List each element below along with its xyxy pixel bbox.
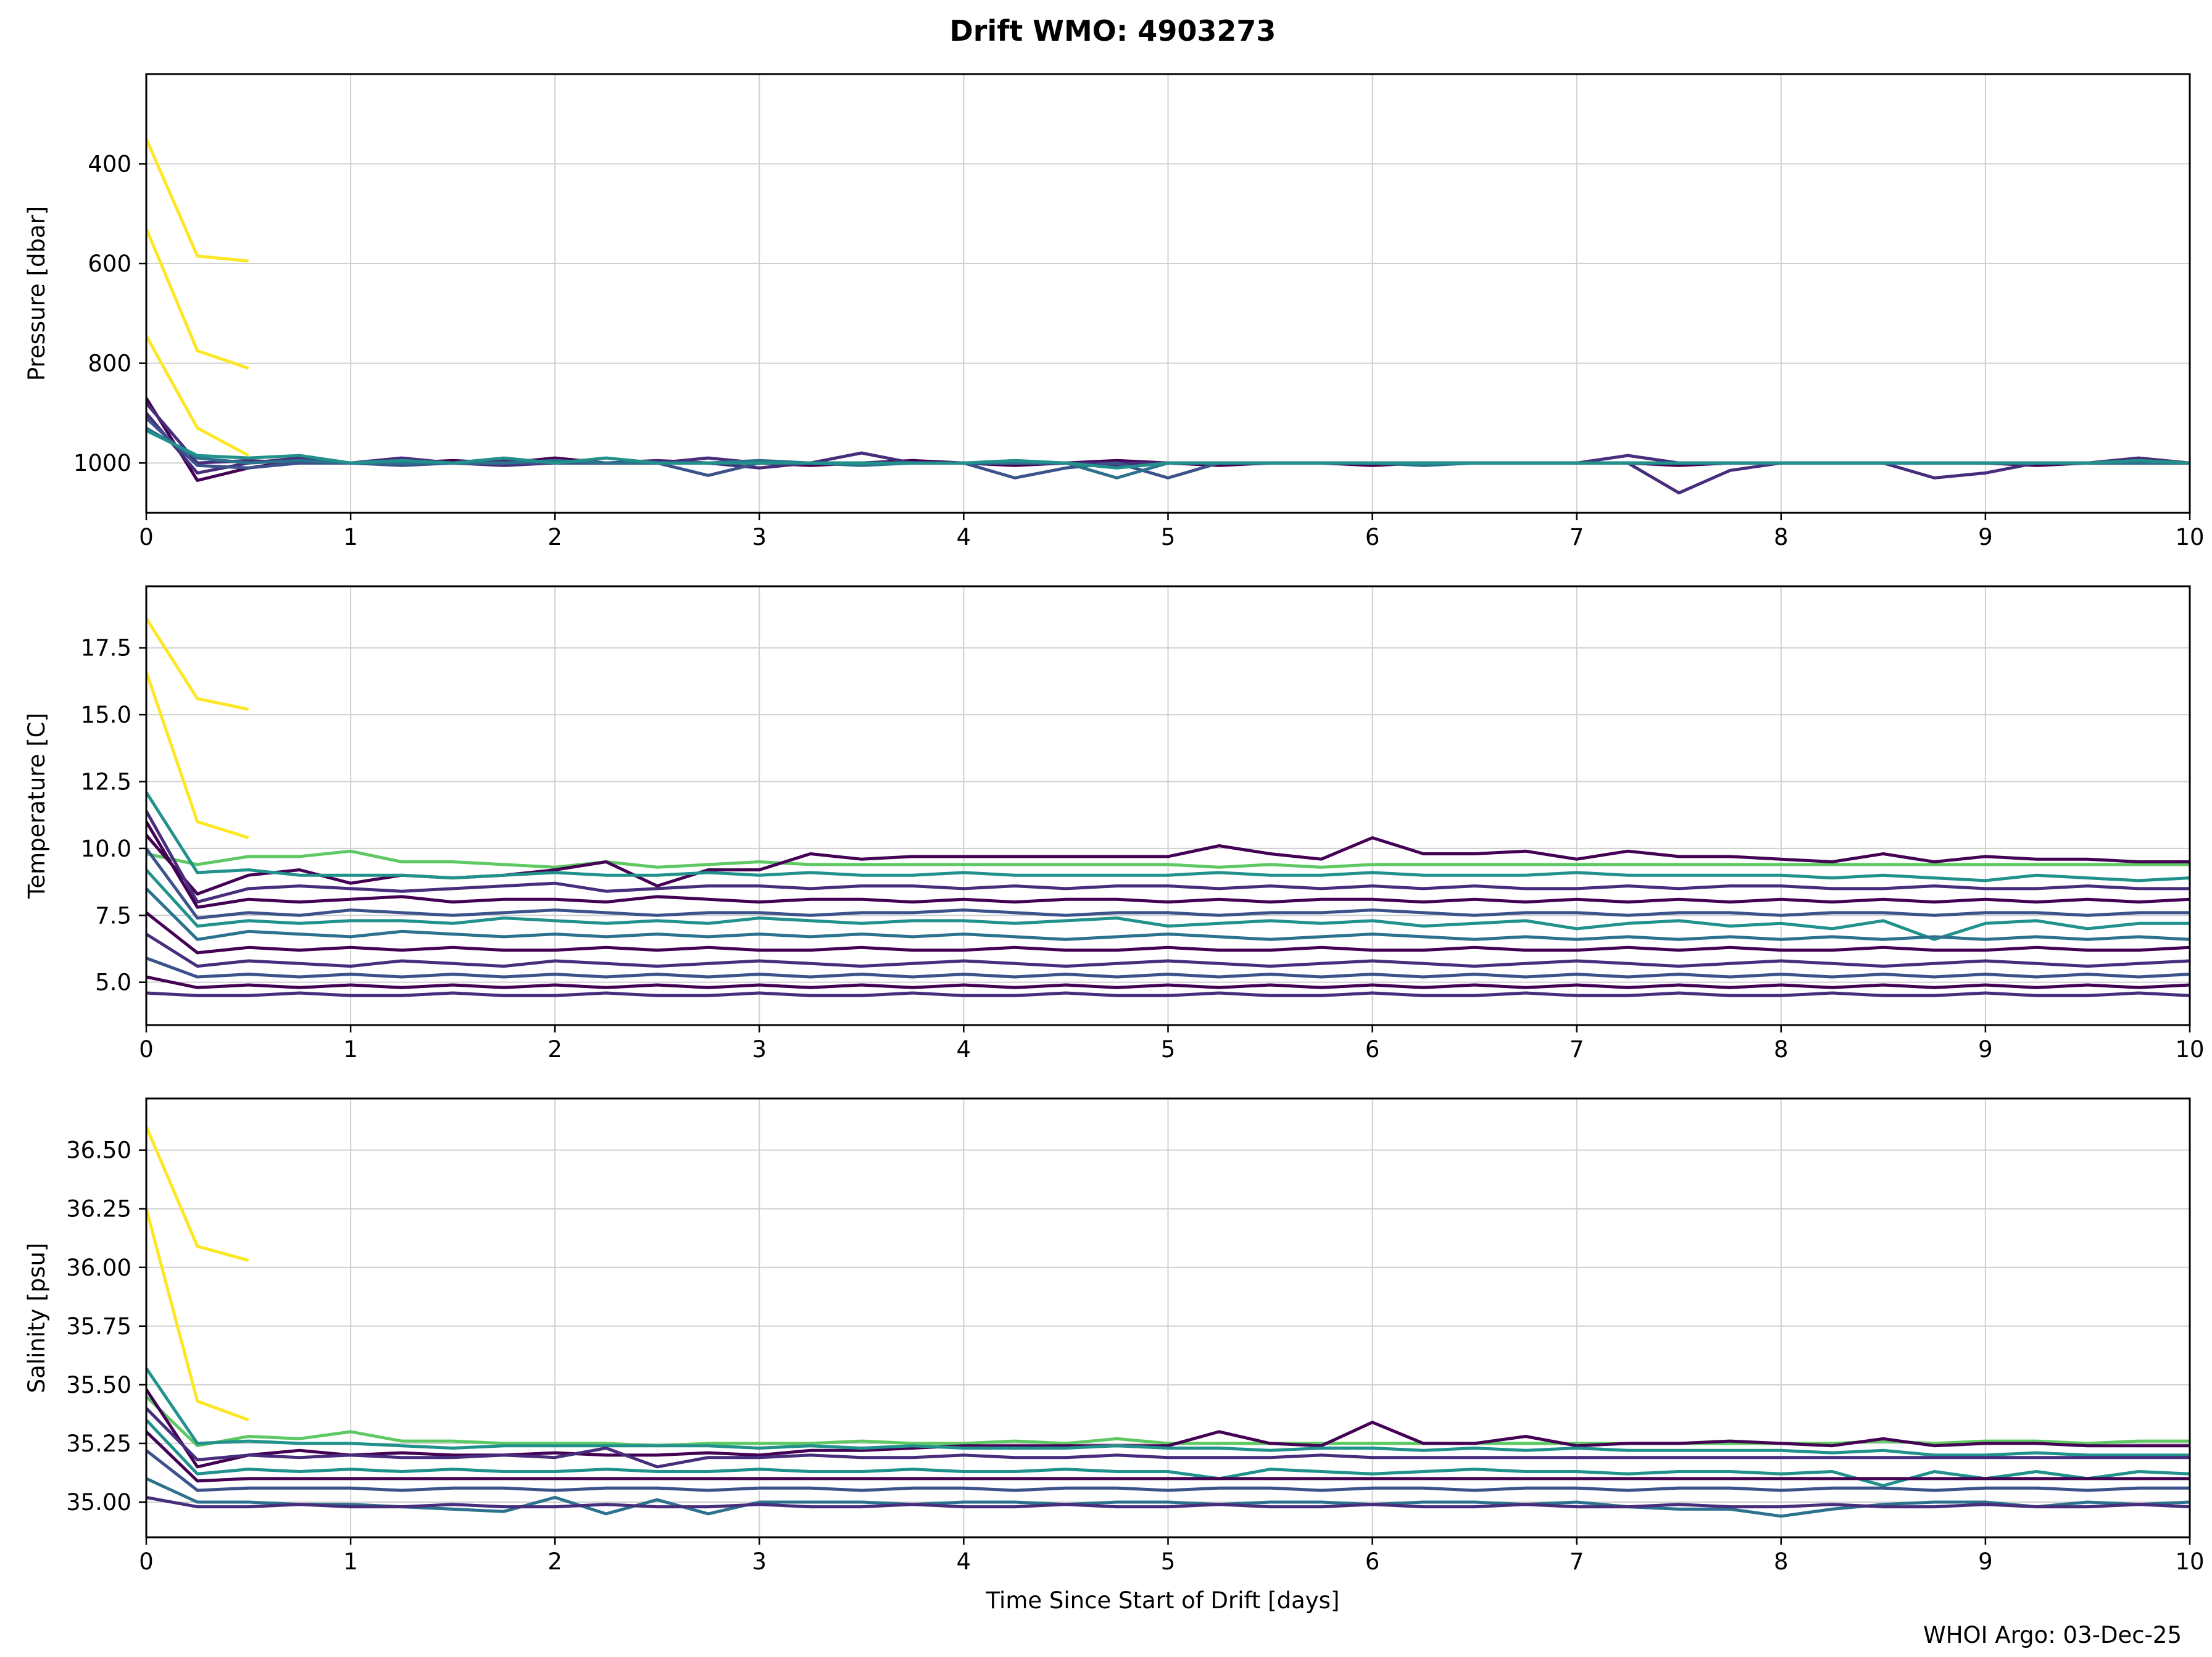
salinity-y-tick-label: 36.00	[66, 1255, 131, 1281]
salinity-y-tick-label: 35.00	[66, 1489, 131, 1516]
salinity-series-cycle-h	[146, 1431, 2190, 1483]
salinity-panel: 0 1 2 3 4 5 6 7 8 9 10 35.00 35.25 35.50 35.75 36.00 36.…	[23, 1097, 2205, 1575]
temperature-series-cycle-e	[146, 791, 2190, 882]
salinity-x-tick-label: 0	[139, 1548, 154, 1575]
pressure-series-cycle-b	[146, 228, 249, 370]
pressure-x-tick-label: 9	[1978, 524, 1993, 550]
temperature-y-tick-label: 12.5	[81, 768, 131, 795]
pressure-x-tick-label: 8	[1774, 524, 1789, 550]
figure-title: Drift WMO: 4903273	[950, 14, 1276, 48]
salinity-x-tick-label: 10	[2175, 1548, 2204, 1575]
temperature-series-cycle-c	[146, 849, 2190, 869]
temperature-series-cycle-j	[146, 887, 2190, 941]
salinity-series-cycle-g	[146, 1419, 2190, 1487]
temperature-x-tick-label: 2	[547, 1036, 562, 1063]
temperature-x-tick-label: 0	[139, 1036, 154, 1063]
salinity-y-tick-label: 35.50	[66, 1372, 131, 1398]
temperature-x-tick-label: 6	[1365, 1036, 1380, 1063]
pressure-panel: 0 1 2 3 4 5 6 7 8 9 10 400 600 800 1000 Pressure [dbar]	[23, 73, 2205, 550]
temperature-x-tick-label: 3	[752, 1036, 767, 1063]
salinity-series-cycle-e	[146, 1367, 2190, 1457]
pressure-x-tick-label: 0	[139, 524, 154, 550]
temperature-series-cycle-g	[146, 821, 2190, 909]
temperature-series-cycle-l	[146, 932, 2190, 968]
pressure-y-tick-label: 600	[88, 251, 131, 277]
salinity-series-cycle-f	[146, 1407, 2190, 1469]
pressure-series-cycle-a	[146, 138, 249, 263]
salinity-y-tick-label: 36.25	[66, 1196, 131, 1223]
salinity-x-tick-label: 4	[957, 1548, 971, 1575]
salinity-y-tick-label: 36.50	[66, 1137, 131, 1164]
temperature-x-tick-label: 8	[1774, 1036, 1789, 1063]
pressure-x-tick-label: 5	[1161, 524, 1176, 550]
pressure-x-tick-label: 2	[547, 524, 562, 550]
pressure-series-cycle-i	[146, 429, 2190, 470]
pressure-series-group	[146, 138, 2190, 495]
x-axis-label: Time Since Start of Drift [days]	[986, 1587, 1340, 1614]
salinity-series-cycle-j	[146, 1477, 2190, 1518]
salinity-x-tick-label: 5	[1161, 1548, 1176, 1575]
salinity-series-group	[146, 1126, 2190, 1518]
salinity-x-tick-label: 9	[1978, 1548, 1993, 1575]
temperature-panel: 0 1 2 3 4 5 6 7 8 9 10 5.0 7.5 10.0 12.5 15.0 17.5 Temper…	[23, 585, 2205, 1063]
pressure-y-axis-label: Pressure [dbar]	[23, 206, 50, 381]
temperature-x-tick-label: 1	[343, 1036, 358, 1063]
salinity-series-cycle-c	[146, 1395, 2190, 1448]
temperature-series-cycle-m	[146, 957, 2190, 979]
pressure-x-tick-label: 1	[343, 524, 358, 550]
pressure-series-cycle-c	[146, 334, 249, 457]
temperature-x-tick-label: 4	[957, 1036, 971, 1063]
temperature-y-tick-label: 7.5	[95, 902, 131, 929]
temperature-series-cycle-b	[146, 671, 249, 839]
salinity-x-tick-label: 8	[1774, 1548, 1789, 1575]
pressure-x-tick-label: 4	[957, 524, 971, 550]
temperature-x-tick-label: 10	[2175, 1036, 2204, 1063]
temperature-series-cycle-k	[146, 911, 2190, 955]
salinity-y-tick-label: 35.25	[66, 1431, 131, 1457]
footer-credit: WHOI Argo: 03-Dec-25	[1923, 1622, 2182, 1648]
temperature-series-cycle-h	[146, 847, 2190, 920]
salinity-y-axis-label: Salinity [psu]	[23, 1243, 50, 1393]
temperature-y-tick-label: 10.0	[81, 836, 131, 862]
salinity-x-tick-label: 1	[343, 1548, 358, 1575]
temperature-y-tick-label: 5.0	[95, 970, 131, 996]
temperature-y-tick-label: 17.5	[81, 635, 131, 662]
temperature-x-tick-label: 7	[1570, 1036, 1584, 1063]
salinity-x-tick-label: 7	[1570, 1548, 1584, 1575]
temperature-series-cycle-o	[146, 991, 2190, 997]
temperature-y-tick-label: 15.0	[81, 702, 131, 728]
temperature-series-group	[146, 617, 2190, 997]
salinity-x-tick-label: 6	[1365, 1548, 1380, 1575]
temperature-y-axis-label: Temperature [C]	[23, 713, 50, 899]
salinity-series-cycle-i	[146, 1449, 2190, 1492]
pressure-y-tick-label: 800	[88, 351, 131, 377]
pressure-x-tick-label: 6	[1365, 524, 1380, 550]
pressure-x-tick-label: 7	[1570, 524, 1584, 550]
temperature-x-tick-label: 5	[1161, 1036, 1176, 1063]
salinity-series-cycle-b	[146, 1208, 249, 1422]
pressure-x-tick-label: 10	[2175, 524, 2204, 550]
salinity-x-tick-label: 2	[547, 1548, 562, 1575]
temperature-x-tick-label: 9	[1978, 1036, 1993, 1063]
temperature-series-cycle-a	[146, 617, 249, 711]
pressure-y-tick-label: 1000	[73, 450, 131, 476]
salinity-x-tick-label: 3	[752, 1548, 767, 1575]
temperature-series-cycle-n	[146, 975, 2190, 989]
salinity-series-cycle-a	[146, 1126, 249, 1262]
temperature-series-cycle-i	[146, 868, 2190, 941]
salinity-y-tick-label: 35.75	[66, 1313, 131, 1340]
pressure-x-tick-label: 3	[752, 524, 767, 550]
temperature-series-cycle-f	[146, 810, 2190, 904]
salinity-series-cycle-k	[146, 1495, 2190, 1509]
pressure-y-tick-label: 400	[88, 151, 131, 177]
